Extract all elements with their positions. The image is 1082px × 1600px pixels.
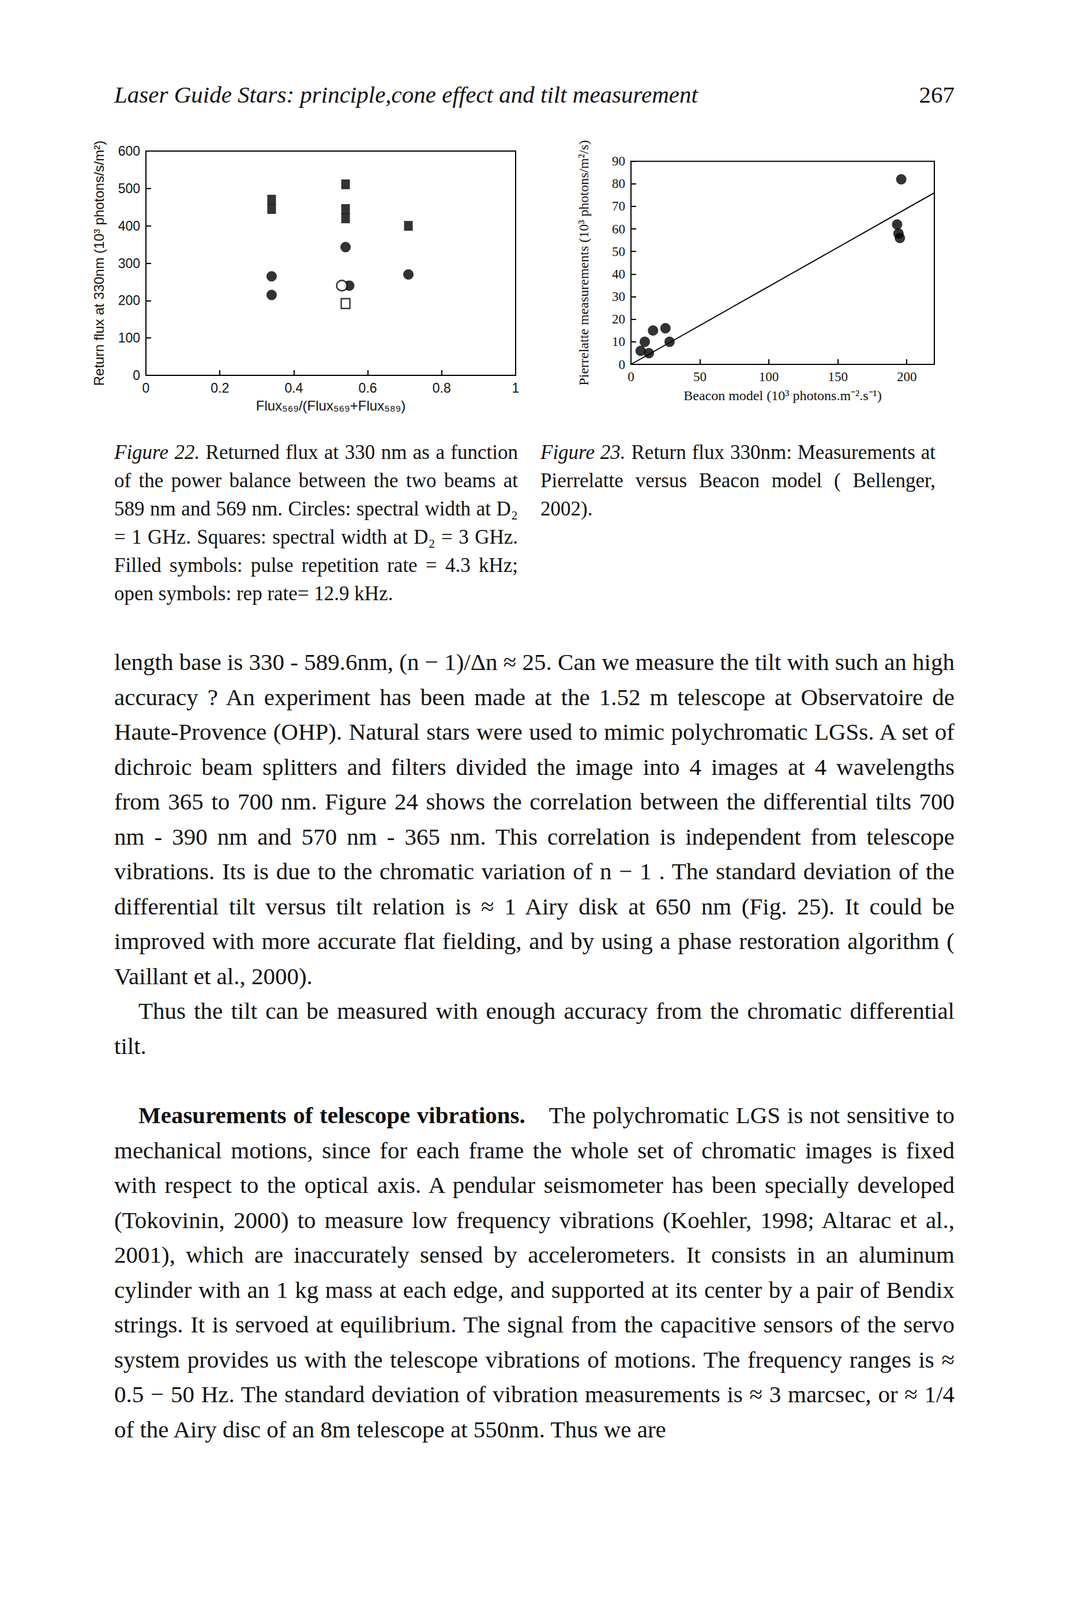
svg-text:0.4: 0.4 xyxy=(284,380,303,396)
svg-text:0: 0 xyxy=(627,369,635,385)
svg-text:1: 1 xyxy=(512,380,520,396)
svg-text:50: 50 xyxy=(611,244,626,259)
svg-text:Return flux at 330nm (10³ phot: Return flux at 330nm (10³ photons/s/m²) xyxy=(91,140,107,387)
svg-text:0: 0 xyxy=(132,367,141,383)
svg-text:100: 100 xyxy=(759,369,780,385)
svg-text:150: 150 xyxy=(827,369,848,385)
html-text:Thus the tilt can be measured: Thus the tilt can be measured with enoug… xyxy=(114,997,955,1060)
svg-text:60: 60 xyxy=(611,222,626,237)
svg-text:Pierrelatte measurements (10³: Pierrelatte measurements (10³ photons/m²… xyxy=(576,140,592,386)
svg-text:10: 10 xyxy=(611,334,626,349)
html-text:length base is 330 - 589.6nm,: length base is 330 - 589.6nm, (n − 1)/Δn… xyxy=(114,648,955,990)
svg-text:Beacon model (10³ photons.m⁻².: Beacon model (10³ photons.m⁻².s⁻¹) xyxy=(683,388,882,404)
svg-text:300: 300 xyxy=(118,256,141,272)
svg-text:90: 90 xyxy=(611,153,626,169)
svg-text:500: 500 xyxy=(118,181,141,197)
svg-text:400: 400 xyxy=(118,218,141,234)
html-text:Measurements of telescope vibr: Measurements of telescope vibrations. Th… xyxy=(114,1102,955,1443)
svg-text:0: 0 xyxy=(142,380,150,396)
svg-text:30: 30 xyxy=(611,289,626,304)
svg-text:70: 70 xyxy=(611,198,626,214)
svg-text:0.6: 0.6 xyxy=(358,380,378,396)
svg-text:Flux₅₆₉/(Flux₅₆₉+Flux₅₈₉): Flux₅₆₉/(Flux₅₆₉+Flux₅₈₉) xyxy=(256,397,407,414)
svg-text:20: 20 xyxy=(611,312,626,327)
html-text:Figure 23. Return flux 330nm:: Figure 23. Return flux 330nm: Measuremen… xyxy=(540,441,936,521)
svg-text:80: 80 xyxy=(611,176,626,191)
svg-text:50: 50 xyxy=(693,369,707,385)
html-text:Laser Guide Stars: principle,c: Laser Guide Stars: principle,cone effect… xyxy=(114,81,698,108)
svg-text:0: 0 xyxy=(618,357,626,373)
html-text:Figure 22. Returned flux at 33: Figure 22. Returned flux at 330 nm as a … xyxy=(114,441,518,606)
svg-text:600: 600 xyxy=(118,143,141,159)
svg-text:0.2: 0.2 xyxy=(210,380,229,396)
svg-text:200: 200 xyxy=(118,292,141,308)
svg-text:100: 100 xyxy=(118,330,141,346)
html-text:267: 267 xyxy=(919,81,955,108)
svg-text:0.8: 0.8 xyxy=(432,380,452,396)
svg-text:200: 200 xyxy=(896,369,918,385)
svg-text:40: 40 xyxy=(611,267,626,282)
